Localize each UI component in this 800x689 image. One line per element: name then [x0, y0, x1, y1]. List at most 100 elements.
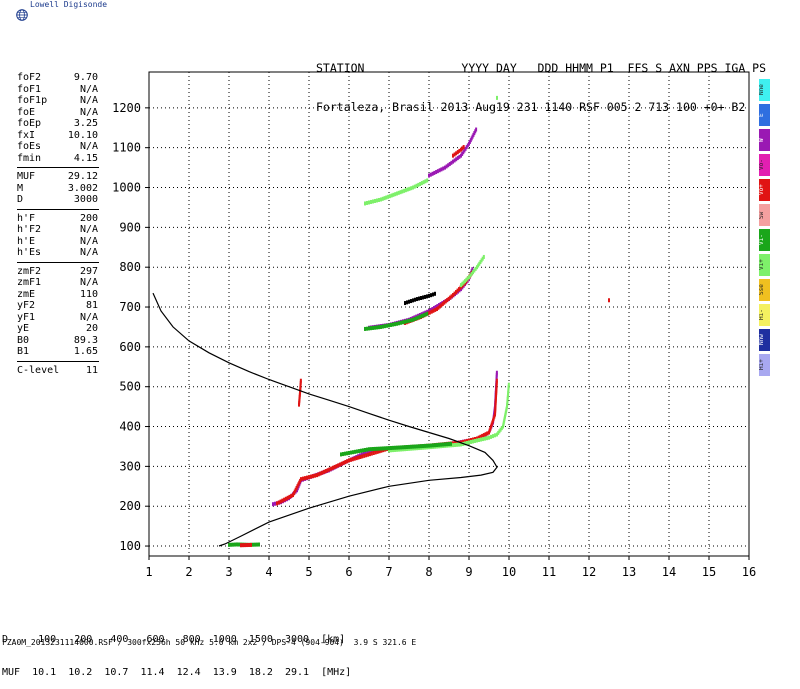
parameter-panel: foF2 9.70 foF1 N/A foF1p N/A foE N/A foEp 3.25 fxI… — [2, 72, 99, 376]
echo-point — [254, 542, 256, 547]
echo-point — [353, 456, 356, 461]
echo-point — [432, 443, 434, 448]
x-tick-label: 16 — [742, 565, 756, 579]
param-value: 200 — [79, 212, 98, 224]
echo-point — [432, 308, 435, 313]
echo-point — [394, 322, 396, 327]
param-value: 89.3 — [73, 334, 98, 346]
globe-icon — [16, 9, 28, 21]
echo-point — [413, 317, 416, 322]
y-tick-label: 900 — [119, 220, 141, 234]
muf-table: D 100 200 400 600 800 1000 1500 3000 [km… — [2, 612, 351, 689]
echo-point — [459, 285, 462, 290]
echo-point — [380, 197, 382, 202]
echo-point — [462, 150, 465, 155]
echo-point — [412, 317, 414, 322]
echo-point — [458, 154, 461, 159]
param-name: foEp — [17, 118, 42, 129]
echo-point — [356, 449, 358, 454]
echo-point — [474, 438, 476, 443]
echo-point — [430, 443, 432, 448]
echo-point — [406, 187, 409, 192]
echo-point — [455, 290, 457, 295]
param-row: yF1 N/A — [2, 312, 98, 324]
echo-point — [283, 497, 286, 502]
echo-point — [376, 198, 378, 203]
echo-point — [470, 271, 473, 276]
legend-label: Vi+ — [759, 259, 765, 271]
echo-point — [455, 157, 458, 162]
echo-point — [433, 306, 435, 311]
echo-point — [461, 146, 464, 151]
param-name: h'F2 — [17, 224, 42, 235]
param-row: h'F 200 — [2, 213, 98, 225]
echo-point — [464, 441, 466, 446]
echo-point — [443, 300, 446, 305]
echo-point — [402, 447, 404, 452]
echo-point — [394, 445, 396, 450]
echo-point — [374, 325, 376, 330]
echo-point — [386, 323, 388, 328]
echo-point — [246, 543, 248, 548]
param-value: N/A — [79, 83, 98, 95]
echo-point — [328, 467, 331, 472]
echo-trace — [298, 378, 302, 407]
echo-point — [337, 463, 340, 468]
param-name: fxI — [17, 129, 36, 141]
logo: Lowell Digisonde — [8, 0, 208, 24]
x-tick-label: 15 — [702, 565, 716, 579]
echo-point — [228, 542, 230, 547]
echo-point — [333, 464, 336, 469]
echo-point — [394, 447, 396, 452]
echo-point — [496, 95, 498, 100]
param-name: zmE — [17, 288, 36, 300]
echo-point — [312, 474, 314, 479]
echo-point — [366, 447, 368, 452]
echo-point — [408, 318, 410, 323]
x-tick-label: 11 — [542, 565, 556, 579]
echo-point — [447, 296, 450, 301]
echo-point — [366, 326, 368, 331]
echo-point — [408, 299, 410, 304]
param-separator — [17, 208, 99, 210]
echo-point — [450, 441, 452, 446]
echo-point — [370, 199, 372, 204]
ionogram-chart: 1 2 3 4 5 6 7 8 9 10 11 12 13 14 15 16 1002003004005006… — [112, 71, 756, 579]
station-header: STATION YYYY DAY DDD HHMM P1 FFS S AXN P… — [316, 36, 766, 127]
echo-point — [286, 495, 289, 500]
echo-point — [404, 319, 406, 324]
y-tick-labels: 100 200 300 400 500 600 700 800 900 1000 1100 1200 — [112, 101, 141, 553]
echo-point — [446, 298, 449, 303]
echo-point — [400, 445, 402, 450]
echo-point — [274, 501, 276, 506]
echo-point — [426, 311, 429, 316]
echo-point — [372, 199, 374, 204]
x-tick-label: 12 — [582, 565, 596, 579]
echo-point — [404, 447, 406, 452]
echo-point — [374, 446, 376, 451]
y-tick-label: 100 — [119, 539, 141, 553]
echo-point — [392, 448, 394, 453]
echo-point — [441, 301, 444, 306]
echo-point — [390, 322, 392, 327]
echo-point — [442, 166, 445, 171]
echo-point — [394, 192, 397, 197]
x-tick-label: 2 — [185, 565, 192, 579]
echo-point — [466, 143, 469, 148]
param-value: N/A — [79, 106, 98, 118]
echo-point — [398, 321, 400, 326]
echo-point — [381, 196, 384, 201]
echo-point — [608, 298, 610, 303]
echo-point — [299, 378, 302, 383]
echo-point — [348, 450, 350, 455]
param-value: N/A — [79, 247, 98, 258]
echo-point — [385, 195, 388, 200]
param-name: foF2 — [17, 72, 42, 83]
legend-swatch: Hi- — [759, 304, 770, 326]
y-tick-label: 300 — [119, 459, 141, 473]
echo-point — [422, 180, 425, 185]
echo-point — [344, 451, 346, 456]
echo-trace — [428, 127, 478, 178]
echo-point — [434, 443, 436, 448]
echo-point — [466, 440, 468, 445]
